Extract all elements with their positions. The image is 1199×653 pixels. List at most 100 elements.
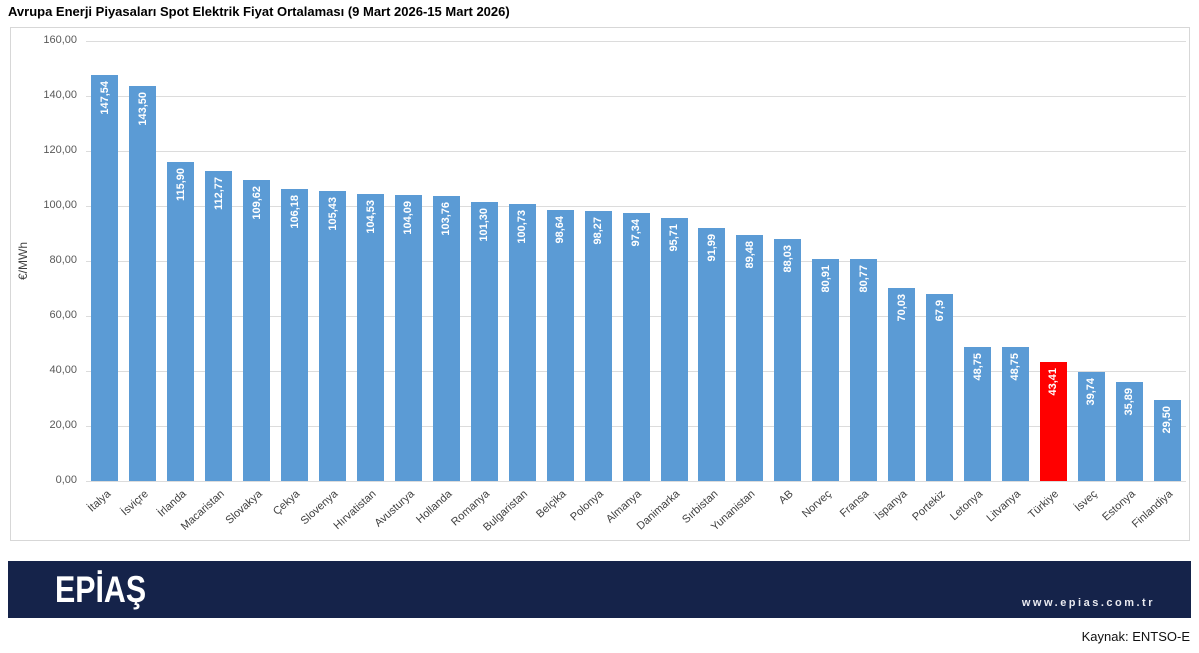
bar-cell: 115,90 İrlanda: [156, 41, 200, 519]
chart-title: Avrupa Enerji Piyasaları Spot Elektrik F…: [8, 4, 510, 19]
x-axis-label: Norveç: [799, 488, 834, 521]
gridline: [86, 151, 1186, 152]
bar-value-label: 67,9: [933, 300, 946, 322]
bar: 35,89: [1115, 382, 1143, 481]
x-axis-label: Polonya: [568, 488, 607, 524]
bar-value-label: 115,90: [174, 168, 187, 202]
bar-cell: 103,76 Hollanda: [414, 41, 465, 526]
bar-cell: 147,54 İtalya: [85, 41, 124, 515]
bar-value-label: 143,50: [136, 92, 149, 127]
bar-value-label: 97,34: [630, 219, 643, 247]
bar-value-label: 39,74: [1085, 377, 1098, 406]
chart-container: €/MWh 160,00 140,00 120,00 100,00 80,00 60,00…: [10, 27, 1190, 541]
bar-value-label: 89,48: [743, 240, 756, 269]
x-axis-label: İrlanda: [155, 488, 189, 520]
bar-value-label: 48,75: [971, 352, 984, 381]
bar: 103,76: [432, 195, 460, 481]
bar: 106,18: [281, 189, 309, 481]
bar: 98,64: [546, 209, 574, 481]
bar-cell: 29,50 Finlandiya: [1130, 41, 1186, 530]
bar: 29,50: [1153, 399, 1181, 481]
y-tick-label: 20,00: [49, 419, 77, 431]
bar-cell: 67,9 Portekiz: [910, 41, 959, 524]
bar-value-label: 98,64: [554, 215, 567, 244]
bar-cell: 105,43 Slovenya: [299, 41, 352, 527]
bar: 91,99: [698, 228, 726, 481]
y-tick-label: 120,00: [43, 144, 77, 156]
bar-value-label: 35,89: [1123, 388, 1136, 416]
x-axis-label: Türkiye: [1026, 488, 1062, 522]
bar-value-label: 80,77: [857, 264, 870, 293]
y-tick-label: 60,00: [49, 309, 77, 321]
gridline: [86, 206, 1186, 207]
y-tick-label: 100,00: [43, 199, 77, 211]
bar-value-label: 29,50: [1161, 405, 1174, 434]
x-axis-label: Hollanda: [414, 488, 455, 526]
bar-value-label: 80,91: [819, 264, 832, 293]
bar: 143,50: [129, 86, 157, 481]
x-axis-label: Avusturya: [372, 488, 417, 530]
bar-value-label: 101,30: [478, 208, 491, 243]
bar: 70,03: [888, 288, 916, 481]
bar: 109,62: [243, 179, 271, 481]
bar: 112,77: [205, 170, 233, 481]
bar: 89,48: [736, 234, 764, 481]
gridline: [86, 41, 1186, 42]
bar-cell: 112,77 Macaristan: [179, 41, 238, 533]
bar: 67,9: [926, 294, 954, 481]
y-tick-label: 160,00: [43, 34, 77, 46]
bar-cell: 98,27 Polonya: [569, 41, 617, 524]
x-axis-label: Fransa: [838, 488, 872, 520]
x-axis-label: Belçika: [533, 488, 569, 521]
bar-cell: 48,75 Letonya: [948, 41, 997, 523]
bar-cell: 95,71 Danimarka: [635, 41, 693, 533]
bar-cell: 48,75 Litvanya: [985, 41, 1035, 524]
footer-bar: EPİAŞ www.epias.com.tr: [8, 561, 1191, 618]
x-axis-label: İspanya: [873, 488, 910, 523]
bar-cell: 143,50 İsviçre: [119, 41, 162, 518]
x-axis-label: İsviçre: [119, 488, 151, 519]
bar: 48,75: [1001, 346, 1029, 481]
bar-cell: 104,53 Hırvatistan: [331, 41, 390, 532]
x-axis-label: Finlandiya: [1129, 488, 1176, 531]
source-note: Kaynak: ENTSO-E: [1081, 629, 1190, 644]
bar-cell: 106,18 Çekya: [271, 41, 314, 518]
bar-value-label: 104,09: [402, 200, 415, 235]
bar: 147,54: [91, 75, 119, 481]
bar-value-label: 91,99: [705, 234, 718, 262]
bar: 105,43: [319, 191, 347, 481]
bar-value-label: 103,76: [440, 201, 453, 236]
x-axis-label: Litvanya: [985, 488, 1024, 525]
bar-cell: 70,03 İspanya: [873, 41, 921, 523]
x-axis-label: Letonya: [948, 488, 986, 524]
bar-value-label: 88,03: [781, 244, 794, 273]
bars-group: 147,54 İtalya 143,50 İsviçre 115,90 İrlanda 11…: [85, 41, 1186, 534]
bar: 80,77: [850, 258, 878, 481]
bar: 104,53: [357, 193, 385, 481]
bar-value-label: 106,18: [288, 195, 301, 229]
y-tick-label: 80,00: [49, 254, 77, 266]
bar: 115,90: [167, 162, 195, 481]
gridline: [86, 96, 1186, 97]
bar: 80,91: [812, 258, 840, 481]
bar: 97,34: [622, 213, 650, 481]
bar-cell: 88,03 AB: [769, 41, 807, 507]
bar-cell: 91,99 Sırbistan: [680, 41, 731, 526]
x-axis-label: İsveç: [1072, 488, 1100, 515]
bar-cell: 89,48 Yunanistan: [709, 41, 769, 533]
bar-cell: 43,41 Türkiye: [1027, 41, 1072, 521]
bar-value-label: 112,77: [212, 176, 225, 210]
bar-cell: 39,74 İsveç: [1072, 41, 1110, 514]
bar: 95,71: [660, 217, 688, 481]
bar: 100,73: [508, 204, 536, 481]
bar-value-label: 98,27: [592, 216, 605, 245]
x-axis-label: Çekya: [271, 488, 303, 518]
y-tick-label: 40,00: [49, 364, 77, 376]
y-tick-label: 140,00: [43, 89, 77, 101]
bar-cell: 97,34 Almanya: [604, 41, 655, 526]
plot-area: 147,54 İtalya 143,50 İsviçre 115,90 İrlanda 11…: [85, 41, 1186, 534]
gridline: [86, 481, 1186, 482]
bar-cell: 109,62 Slovakya: [224, 41, 276, 527]
bar-value-label: 95,71: [668, 223, 681, 252]
